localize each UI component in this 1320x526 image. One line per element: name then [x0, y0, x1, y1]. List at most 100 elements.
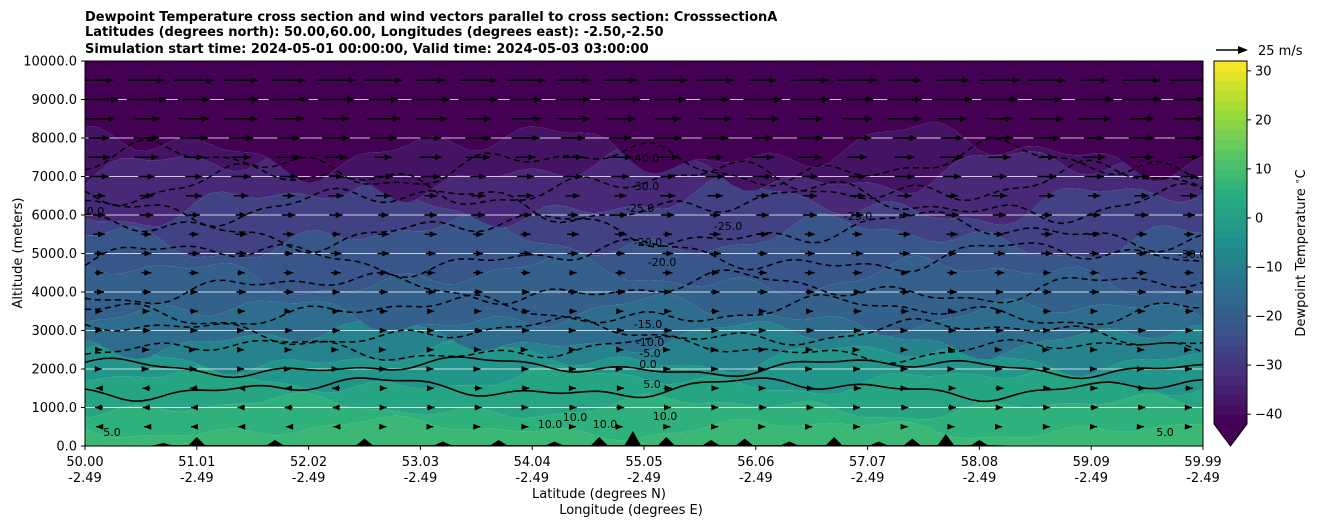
wind-vector-head	[947, 423, 955, 430]
wind-vector-head	[758, 346, 766, 353]
wind-vector-head	[806, 327, 814, 334]
wind-vector-head	[96, 250, 104, 257]
wind-vector-head	[336, 173, 344, 180]
wind-vector-head	[146, 212, 154, 218]
colorbar-segment	[1214, 139, 1247, 150]
wind-vector-head	[807, 250, 815, 257]
wind-vector-head	[904, 192, 912, 199]
wind-vector-head	[726, 77, 734, 84]
solid-contour-line	[85, 355, 1203, 380]
wind-vector-head	[1092, 289, 1100, 295]
wind-vector-head	[965, 96, 973, 103]
colorbar-segment	[1214, 110, 1247, 121]
wind-vector-head	[1184, 423, 1192, 430]
wind-vector-head	[206, 77, 214, 84]
wind-vector-head	[526, 192, 534, 199]
y-tick-label: 10000.0	[23, 55, 77, 70]
wind-vector-head	[241, 192, 249, 199]
x-tick-label-longitude: -2.49	[851, 471, 885, 486]
wind-vector-head	[619, 192, 627, 199]
colorbar-label: Dewpoint Temperature ∘C	[1293, 169, 1309, 336]
wind-vector-head	[673, 115, 681, 122]
wind-vector-head	[147, 173, 155, 180]
colorbar-segment	[1214, 237, 1247, 248]
wind-vector-head	[332, 289, 340, 295]
wind-vector-head	[860, 154, 868, 161]
wind-vector-head	[950, 231, 958, 238]
contour-label: -15.0	[634, 318, 662, 331]
wind-vector-head	[475, 385, 483, 392]
wind-vector-head	[490, 96, 498, 103]
wind-vector-head	[430, 212, 438, 218]
colorbar-segment	[1214, 208, 1247, 219]
wind-vector-head	[949, 250, 957, 257]
y-tick-label: 8000.0	[32, 132, 78, 147]
wind-vector-head	[237, 308, 245, 315]
wind-vector-head	[583, 96, 591, 103]
wind-vector-head	[1141, 212, 1149, 218]
wind-vector-head	[1058, 77, 1066, 84]
wind-vector-head	[286, 423, 294, 430]
wind-vector-head	[394, 77, 402, 84]
wind-vector-head	[761, 192, 769, 199]
wind-vector-head	[1186, 231, 1194, 238]
y-tick-label: 7000.0	[32, 170, 78, 185]
wind-vector-head	[382, 250, 390, 257]
wind-vector-head	[434, 154, 442, 161]
contour-label: 10.0	[593, 418, 618, 431]
y-tick-label: 1000.0	[32, 401, 78, 416]
wind-vector-head	[389, 135, 397, 141]
wind-vector-head	[721, 135, 729, 141]
wind-vector-head	[568, 366, 576, 372]
contour-band	[85, 321, 1203, 377]
contour-label: -20.0	[648, 256, 676, 269]
wind-vector-head	[949, 404, 957, 411]
wind-vector-head	[1091, 404, 1099, 411]
wind-vector-head	[1197, 96, 1203, 103]
wind-vector-head	[1136, 366, 1144, 372]
wind-vector-head	[712, 308, 720, 315]
wind-vector-head	[805, 423, 813, 430]
wind-vector-head	[111, 96, 119, 103]
wind-vector-head	[577, 135, 585, 141]
wind-vector-head	[902, 289, 910, 295]
wind-vector-head	[437, 77, 445, 84]
wind-vector-head	[1191, 154, 1199, 161]
wind-vector-head	[713, 231, 721, 238]
contour-label: -30.0	[631, 180, 659, 193]
wind-vector-head	[379, 327, 387, 334]
wind-vector-head	[903, 231, 911, 238]
wind-vector-head	[143, 289, 151, 295]
wind-vector-head	[97, 231, 105, 238]
wind-vector-head	[489, 77, 497, 84]
wind-vector-head	[900, 366, 908, 372]
wind-vector-head	[237, 346, 245, 353]
wind-vector-head	[189, 385, 197, 392]
wind-vector-head	[996, 385, 1004, 392]
wind-vector-head	[159, 96, 167, 103]
wind-vector-head	[237, 366, 245, 372]
wind-vector-head	[1136, 423, 1144, 430]
dashed-contour-line	[85, 159, 1203, 207]
wind-vector-head	[711, 366, 719, 372]
wind-vector-head	[522, 327, 530, 334]
wind-vector-head	[806, 385, 814, 392]
wind-vector-head	[522, 385, 530, 392]
wind-vector-head	[333, 231, 341, 238]
wind-vector-head	[664, 385, 672, 392]
wind-vector-head	[1090, 327, 1098, 334]
wind-vector-head	[143, 327, 151, 334]
wind-vector-head	[1146, 154, 1154, 161]
contour-label: 5.0	[643, 378, 661, 391]
wind-vector-head	[758, 385, 766, 392]
horizontal-gridlines	[85, 61, 1203, 446]
wind-vector-head	[1043, 308, 1051, 315]
wind-vector-head	[1097, 173, 1105, 180]
solid-contour-line	[85, 377, 1203, 403]
wind-vector-head	[433, 173, 441, 180]
wind-vector-head	[1056, 115, 1064, 122]
wind-vector-head	[760, 289, 768, 295]
wind-vector-head	[994, 346, 1002, 353]
y-tick-label: 0.0	[56, 440, 77, 455]
wind-vector-head	[474, 308, 482, 315]
